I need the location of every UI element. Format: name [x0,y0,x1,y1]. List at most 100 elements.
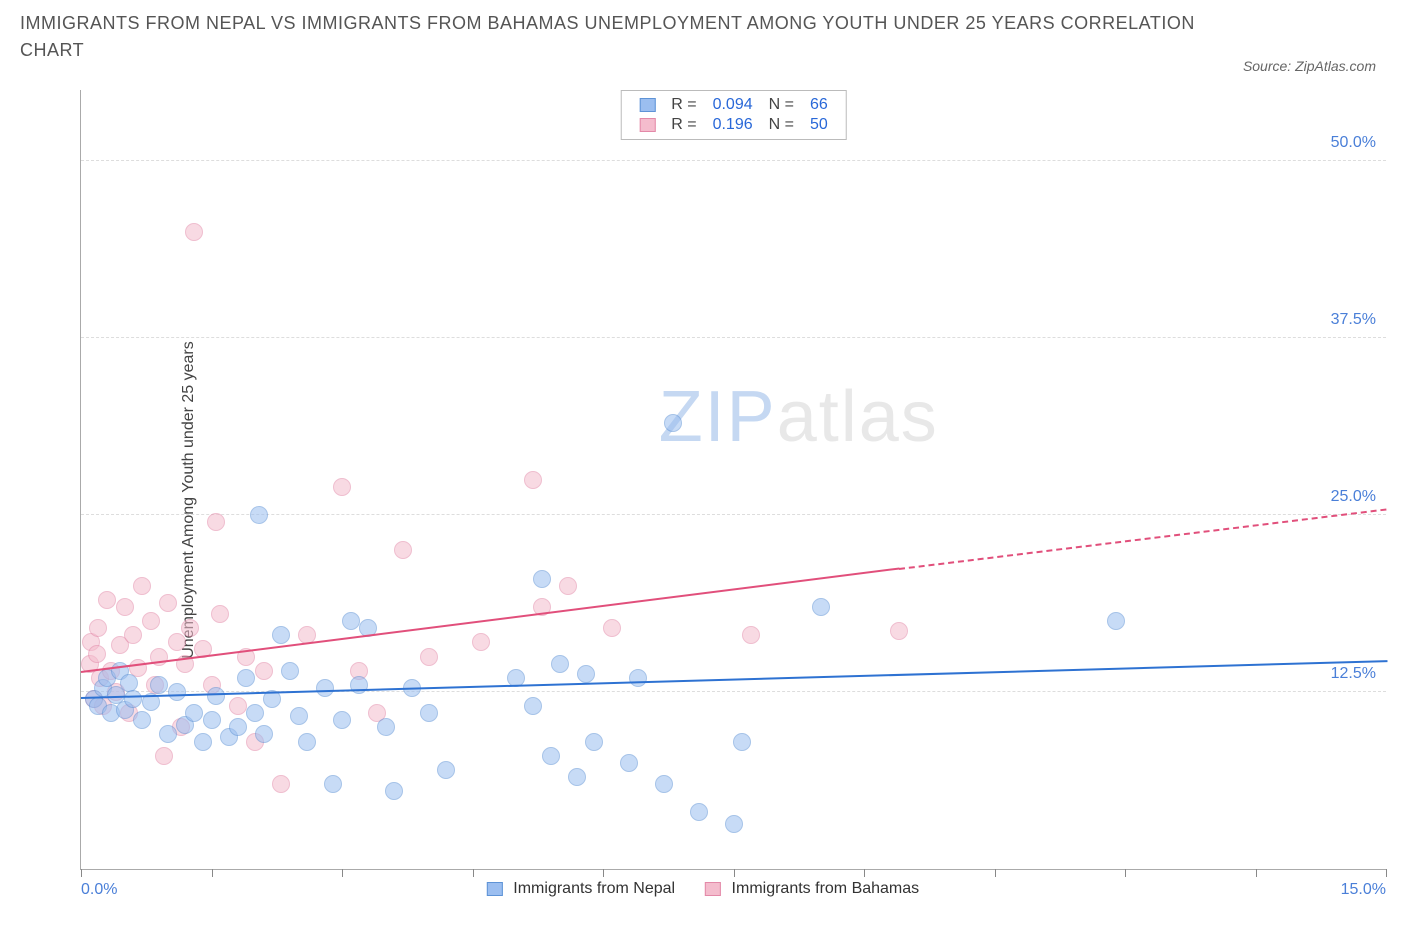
data-point [255,725,273,743]
data-point [533,570,551,588]
watermark: ZIPatlas [659,376,939,458]
x-tick [995,869,996,877]
legend-swatch [705,882,721,896]
data-point [472,633,490,651]
data-point [742,626,760,644]
data-point [194,733,212,751]
x-tick [603,869,604,877]
stats-legend: R =0.094N =66R =0.196N =50 [620,90,847,140]
data-point [255,662,273,680]
series-legend: Immigrants from Nepal Immigrants from Ba… [487,880,919,898]
data-point [272,775,290,793]
x-tick [1125,869,1126,877]
data-point [524,471,542,489]
data-point [124,626,142,644]
x-tick [1256,869,1257,877]
data-point [655,775,673,793]
data-point [142,612,160,630]
x-tick [81,869,82,877]
data-point [603,619,621,637]
data-point [281,662,299,680]
data-point [116,598,134,616]
stats-row: R =0.094N =66 [631,95,836,115]
data-point [124,690,142,708]
data-point [237,669,255,687]
data-point [272,626,290,644]
data-point [394,541,412,559]
legend-swatch [639,98,655,112]
r-label: R = [663,95,704,115]
data-point [185,704,203,722]
x-tick [473,869,474,877]
data-point [733,733,751,751]
chart-title: IMMIGRANTS FROM NEPAL VS IMMIGRANTS FROM… [20,10,1226,64]
data-point [316,679,334,697]
data-point [150,676,168,694]
legend-swatch [639,118,655,132]
data-point [629,669,647,687]
data-point [246,704,264,722]
data-point [559,577,577,595]
data-point [568,768,586,786]
data-point [377,718,395,736]
source-attribution: Source: ZipAtlas.com [1243,58,1376,74]
gridline [81,514,1386,515]
trend-line [899,508,1387,570]
x-tick-label: 0.0% [81,881,117,899]
data-point [168,683,186,701]
chart-container: Unemployment Among Youth under 25 years … [20,90,1386,910]
data-point [551,655,569,673]
data-point [324,775,342,793]
data-point [229,718,247,736]
data-point [1107,612,1125,630]
data-point [690,803,708,821]
x-tick-label: 15.0% [1341,881,1386,899]
data-point [333,711,351,729]
gridline [81,337,1386,338]
data-point [664,414,682,432]
data-point [420,648,438,666]
data-point [585,733,603,751]
data-point [298,733,316,751]
data-point [159,594,177,612]
data-point [812,598,830,616]
data-point [133,577,151,595]
data-point [725,815,743,833]
data-point [385,782,403,800]
r-label: R = [663,115,704,135]
stats-row: R =0.196N =50 [631,115,836,135]
y-tick-label: 37.5% [1331,311,1376,329]
data-point [420,704,438,722]
data-point [133,711,151,729]
data-point [250,506,268,524]
data-point [98,591,116,609]
data-point [88,645,106,663]
r-value: 0.094 [705,95,761,115]
data-point [211,605,229,623]
data-point [229,697,247,715]
x-tick [212,869,213,877]
plot-area: ZIPatlas R =0.094N =66R =0.196N =50 12.5… [80,90,1386,870]
x-tick [734,869,735,877]
r-value: 0.196 [705,115,761,135]
n-label: N = [761,95,802,115]
legend-swatch [487,882,503,896]
data-point [620,754,638,772]
gridline [81,160,1386,161]
y-tick-label: 12.5% [1331,665,1376,683]
data-point [290,707,308,725]
data-point [342,612,360,630]
n-value: 66 [802,95,836,115]
trend-line [81,660,1387,699]
legend-label: Immigrants from Nepal [509,880,675,897]
x-tick [342,869,343,877]
data-point [181,619,199,637]
data-point [89,619,107,637]
data-point [524,697,542,715]
x-tick [864,869,865,877]
y-tick-label: 25.0% [1331,488,1376,506]
legend-label: Immigrants from Bahamas [727,880,919,897]
data-point [333,478,351,496]
data-point [159,725,177,743]
n-value: 50 [802,115,836,135]
